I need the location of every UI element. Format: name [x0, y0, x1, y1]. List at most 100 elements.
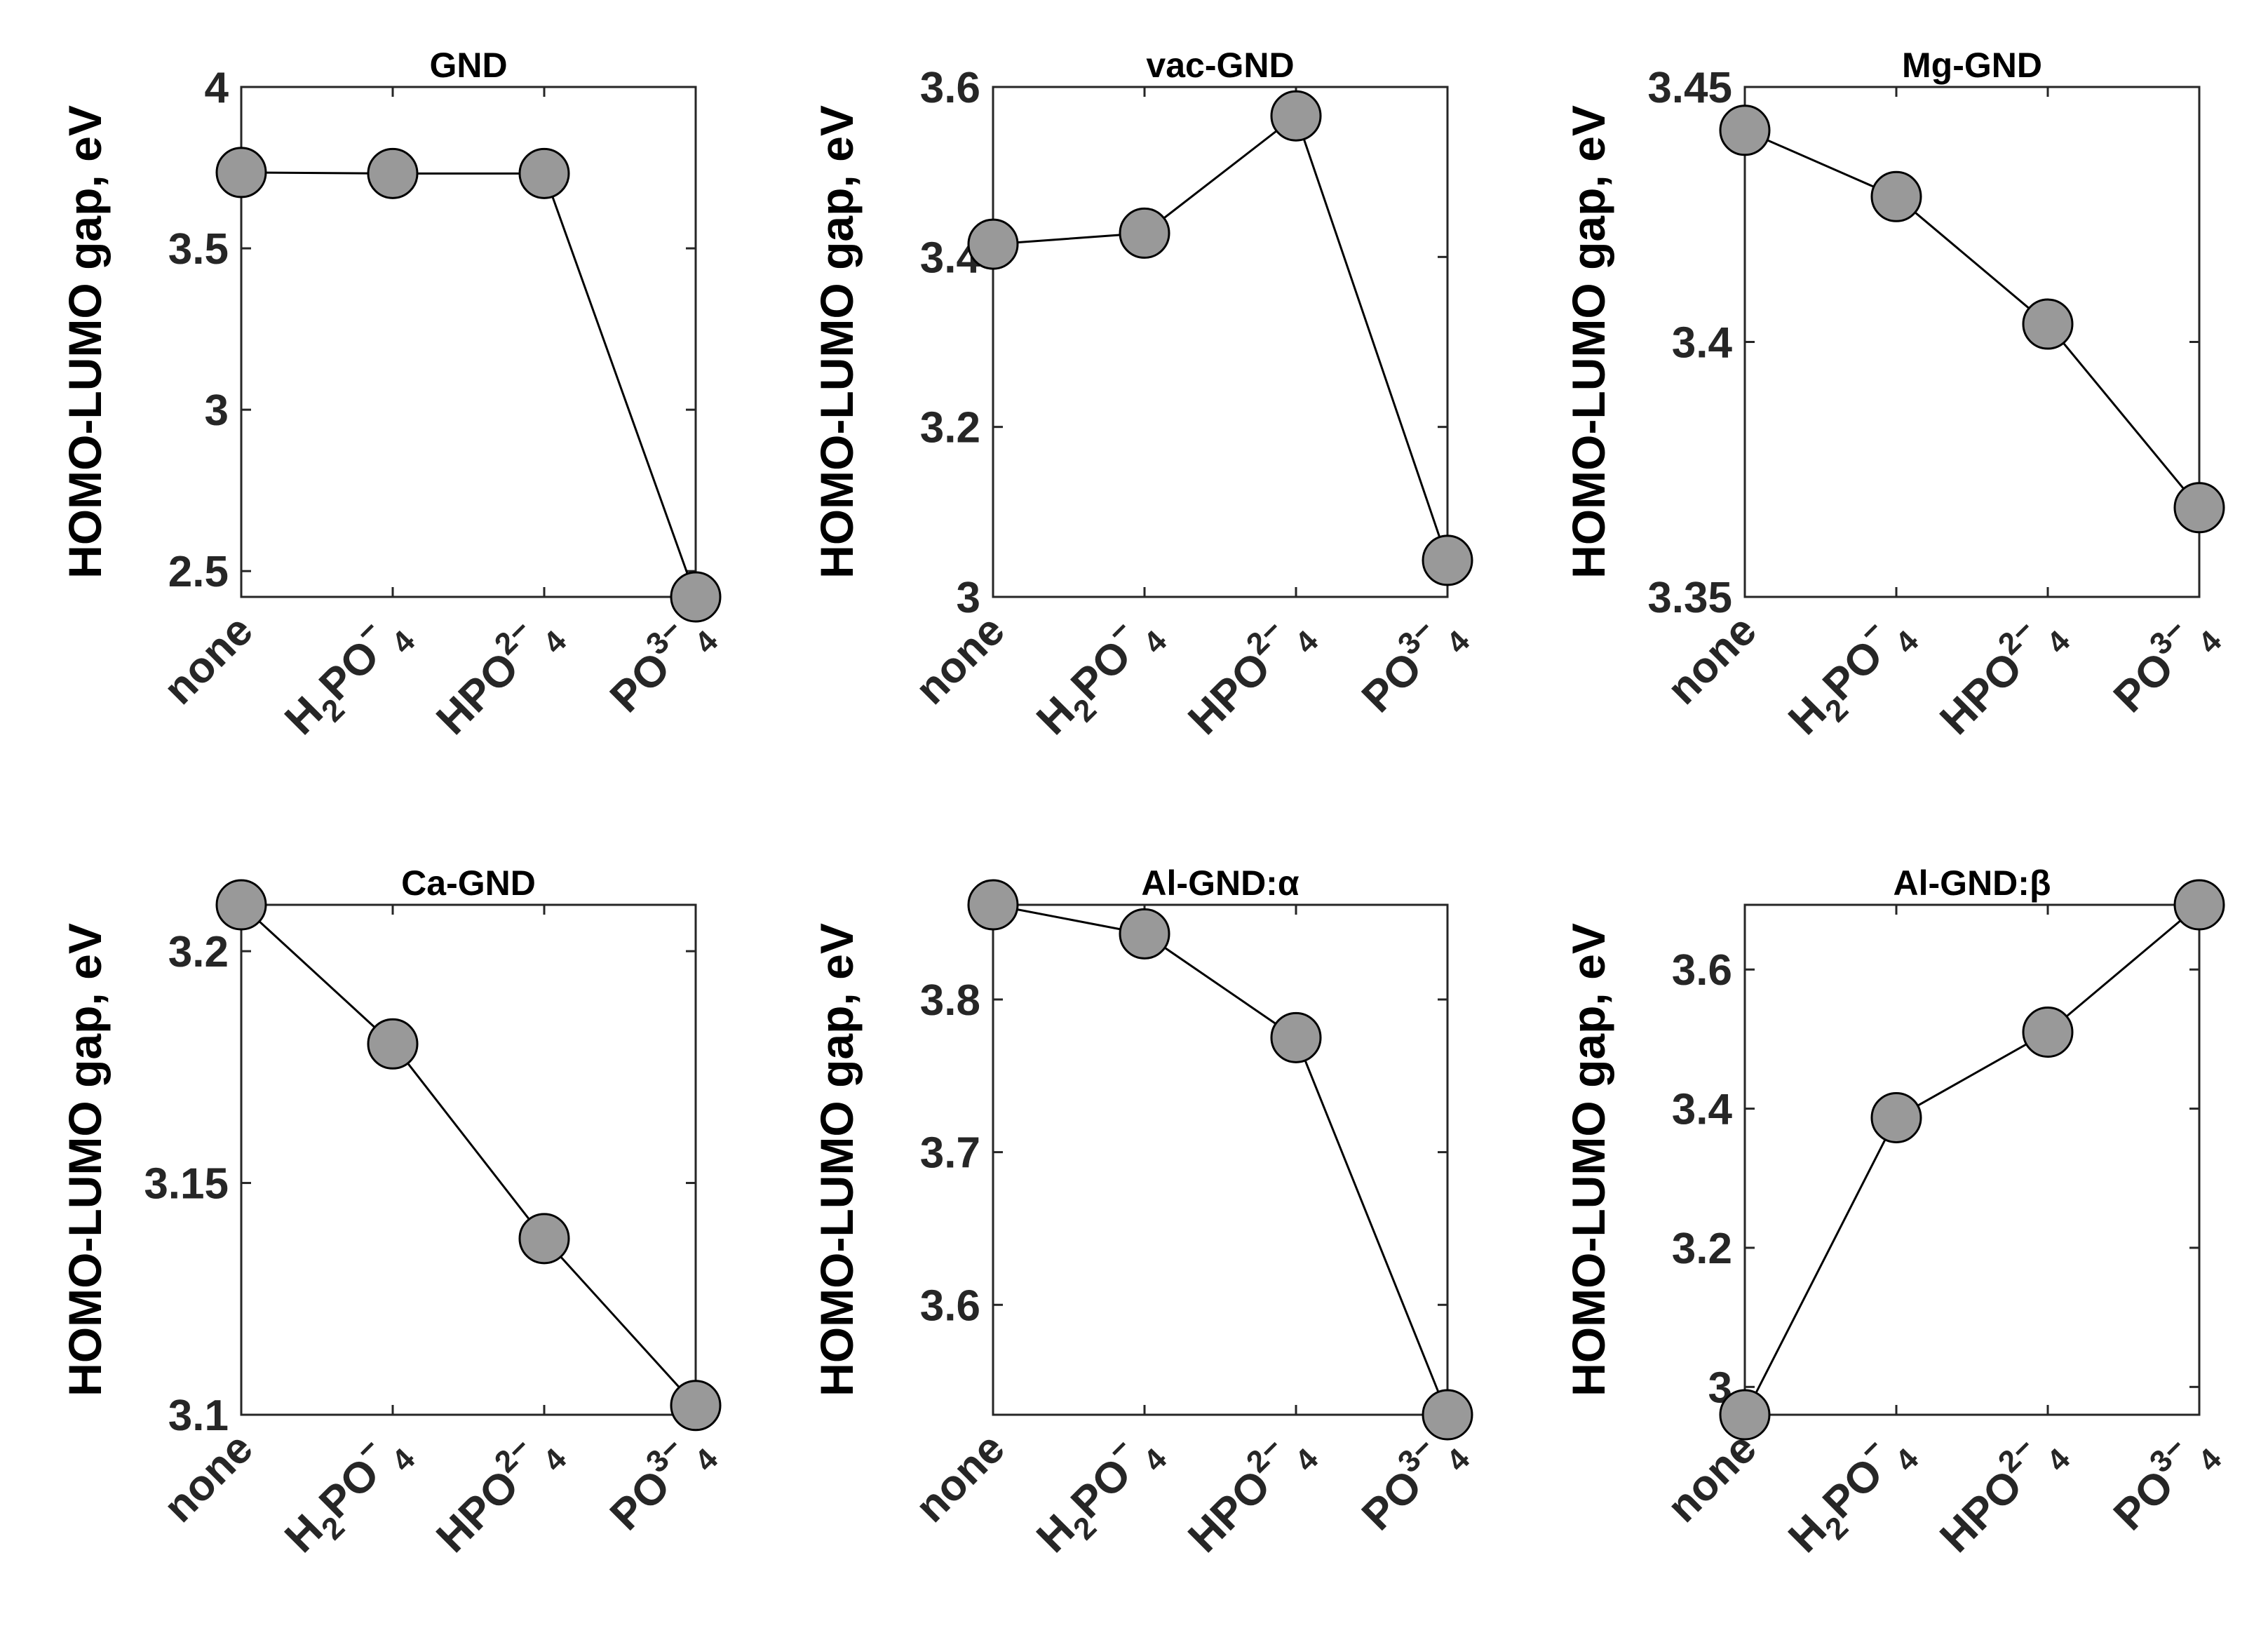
y-tick-label: 3 — [957, 574, 980, 622]
data-point — [2022, 1007, 2074, 1058]
data-point — [518, 147, 570, 199]
x-tick-label: none — [906, 1424, 1014, 1532]
y-tick-label: 4 — [205, 64, 229, 112]
category-label: none — [906, 606, 1014, 714]
x-tick-label: none — [1658, 1424, 1766, 1532]
axes-frame — [240, 903, 697, 1416]
chart-title: GND — [429, 46, 507, 85]
category-subscript: 4 — [1137, 624, 1173, 660]
data-point — [1719, 1389, 1771, 1441]
axes-frame — [240, 86, 697, 598]
subplot-4: Ca-GND HOMO-LUMO gap, eV 3.1 3.15 3.2 noneH2P… — [59, 863, 725, 1570]
category-subscript: 4 — [1889, 624, 1925, 660]
data-point — [367, 147, 419, 199]
axes-frame — [992, 903, 1449, 1416]
y-tick-label: 3 — [205, 386, 229, 435]
category-subscript: 4 — [1889, 1441, 1925, 1478]
y-axis-label: HOMO-LUMO gap, eV — [811, 923, 863, 1397]
data-point — [1270, 1011, 1322, 1063]
subplot-1: GND HOMO-LUMO gap, eV 2.5 3 3.5 4 noneH2PO−4HP… — [59, 46, 725, 752]
data-point — [1870, 170, 1922, 222]
data-point — [2173, 482, 2225, 534]
category-subscript: 4 — [2192, 1441, 2228, 1478]
x-tick-label: PO3−4 — [2098, 1418, 2228, 1547]
axes-frame — [992, 86, 1449, 598]
x-tick-label: H2PO−4 — [1774, 1418, 1926, 1570]
y-axis-label: HOMO-LUMO gap, eV — [59, 105, 111, 579]
chart-title: Al-GND:β — [1894, 863, 2051, 903]
x-tick-label: HPO2−4 — [421, 1418, 574, 1570]
data-point — [2022, 298, 2074, 350]
x-tick-label: none — [1658, 606, 1766, 714]
y-tick-label: 3.6 — [1672, 946, 1732, 995]
y-tick-label: 3.6 — [920, 64, 980, 112]
x-tick-label: H2PO−4 — [270, 1418, 422, 1570]
category-subscript: 4 — [1288, 1441, 1325, 1478]
data-point — [967, 879, 1019, 931]
y-axis-label: HOMO-LUMO gap, eV — [59, 923, 111, 1397]
data-point — [967, 218, 1019, 270]
category-subscript: 4 — [1288, 624, 1325, 660]
x-tick-label: HPO2−4 — [1173, 600, 1325, 752]
x-tick-label: none — [906, 606, 1014, 714]
y-tick-label: 3.2 — [920, 404, 980, 452]
category-subscript: 4 — [2040, 1441, 2077, 1478]
subplot-3: Mg-GND HOMO-LUMO gap, eV 3.35 3.4 3.45 noneH2… — [1562, 46, 2229, 752]
x-tick-label: PO3−4 — [2098, 600, 2228, 729]
category-subscript: 4 — [385, 1441, 421, 1478]
y-tick-label: 3.4 — [1672, 319, 1733, 368]
y-tick-label: 2.5 — [168, 548, 229, 596]
chart-title: Ca-GND — [401, 863, 536, 903]
category-subscript: 4 — [536, 1441, 573, 1478]
category-subscript: 4 — [385, 624, 421, 660]
y-tick-label: 3.2 — [1672, 1225, 1732, 1273]
category-subscript: 4 — [1440, 624, 1476, 660]
category-label: none — [1658, 606, 1766, 714]
axes-frame — [1743, 86, 2201, 598]
chart-title: Mg-GND — [1902, 46, 2042, 85]
x-tick-label: none — [154, 606, 262, 714]
x-tick-label: HPO2−4 — [1925, 600, 2077, 752]
category-subscript: 4 — [2192, 624, 2228, 660]
y-tick-label: 3.15 — [144, 1160, 229, 1209]
data-point — [1422, 534, 1473, 586]
y-tick-label: 3.2 — [168, 928, 229, 976]
x-tick-label: PO3−4 — [595, 1418, 724, 1547]
category-subscript: 4 — [688, 1441, 724, 1478]
category-label: none — [154, 1424, 262, 1532]
category-label: none — [1658, 1424, 1766, 1532]
y-axis-label: HOMO-LUMO gap, eV — [811, 105, 863, 579]
category-subscript: 4 — [688, 624, 724, 660]
series-line — [992, 114, 1449, 561]
category-label: none — [154, 606, 262, 714]
y-tick-label: 3.7 — [920, 1129, 980, 1178]
data-point — [2173, 879, 2225, 931]
y-tick-label: 3.4 — [1672, 1086, 1733, 1134]
x-tick-label: HPO2−4 — [1925, 1418, 2077, 1570]
x-tick-label: PO3−4 — [1346, 600, 1476, 729]
series-line — [241, 171, 697, 598]
axes-frame — [1743, 903, 2201, 1416]
y-tick-label: 3.8 — [920, 976, 980, 1025]
subplot-5: Al-GND:α HOMO-LUMO gap, eV 3.6 3.7 3.8 noneH2… — [811, 863, 1477, 1570]
y-tick-label: 3.6 — [920, 1281, 980, 1330]
x-tick-label: H2PO−4 — [1774, 600, 1926, 752]
x-tick-label: HPO2−4 — [421, 600, 574, 752]
series-line — [992, 903, 1449, 1415]
category-subscript: 4 — [536, 624, 573, 660]
data-point — [1422, 1389, 1473, 1441]
x-tick-label: H2PO−4 — [1022, 1418, 1174, 1570]
data-point — [1270, 90, 1322, 142]
data-point — [670, 1380, 722, 1432]
data-point — [367, 1018, 419, 1070]
data-point — [670, 571, 722, 623]
x-tick-label: HPO2−4 — [1173, 1418, 1325, 1570]
chart-title: Al-GND:α — [1141, 863, 1299, 903]
y-tick-label: 3.1 — [168, 1392, 229, 1440]
data-point — [1719, 105, 1771, 156]
x-tick-label: none — [154, 1424, 262, 1532]
data-point — [215, 879, 267, 931]
data-point — [518, 1213, 570, 1265]
